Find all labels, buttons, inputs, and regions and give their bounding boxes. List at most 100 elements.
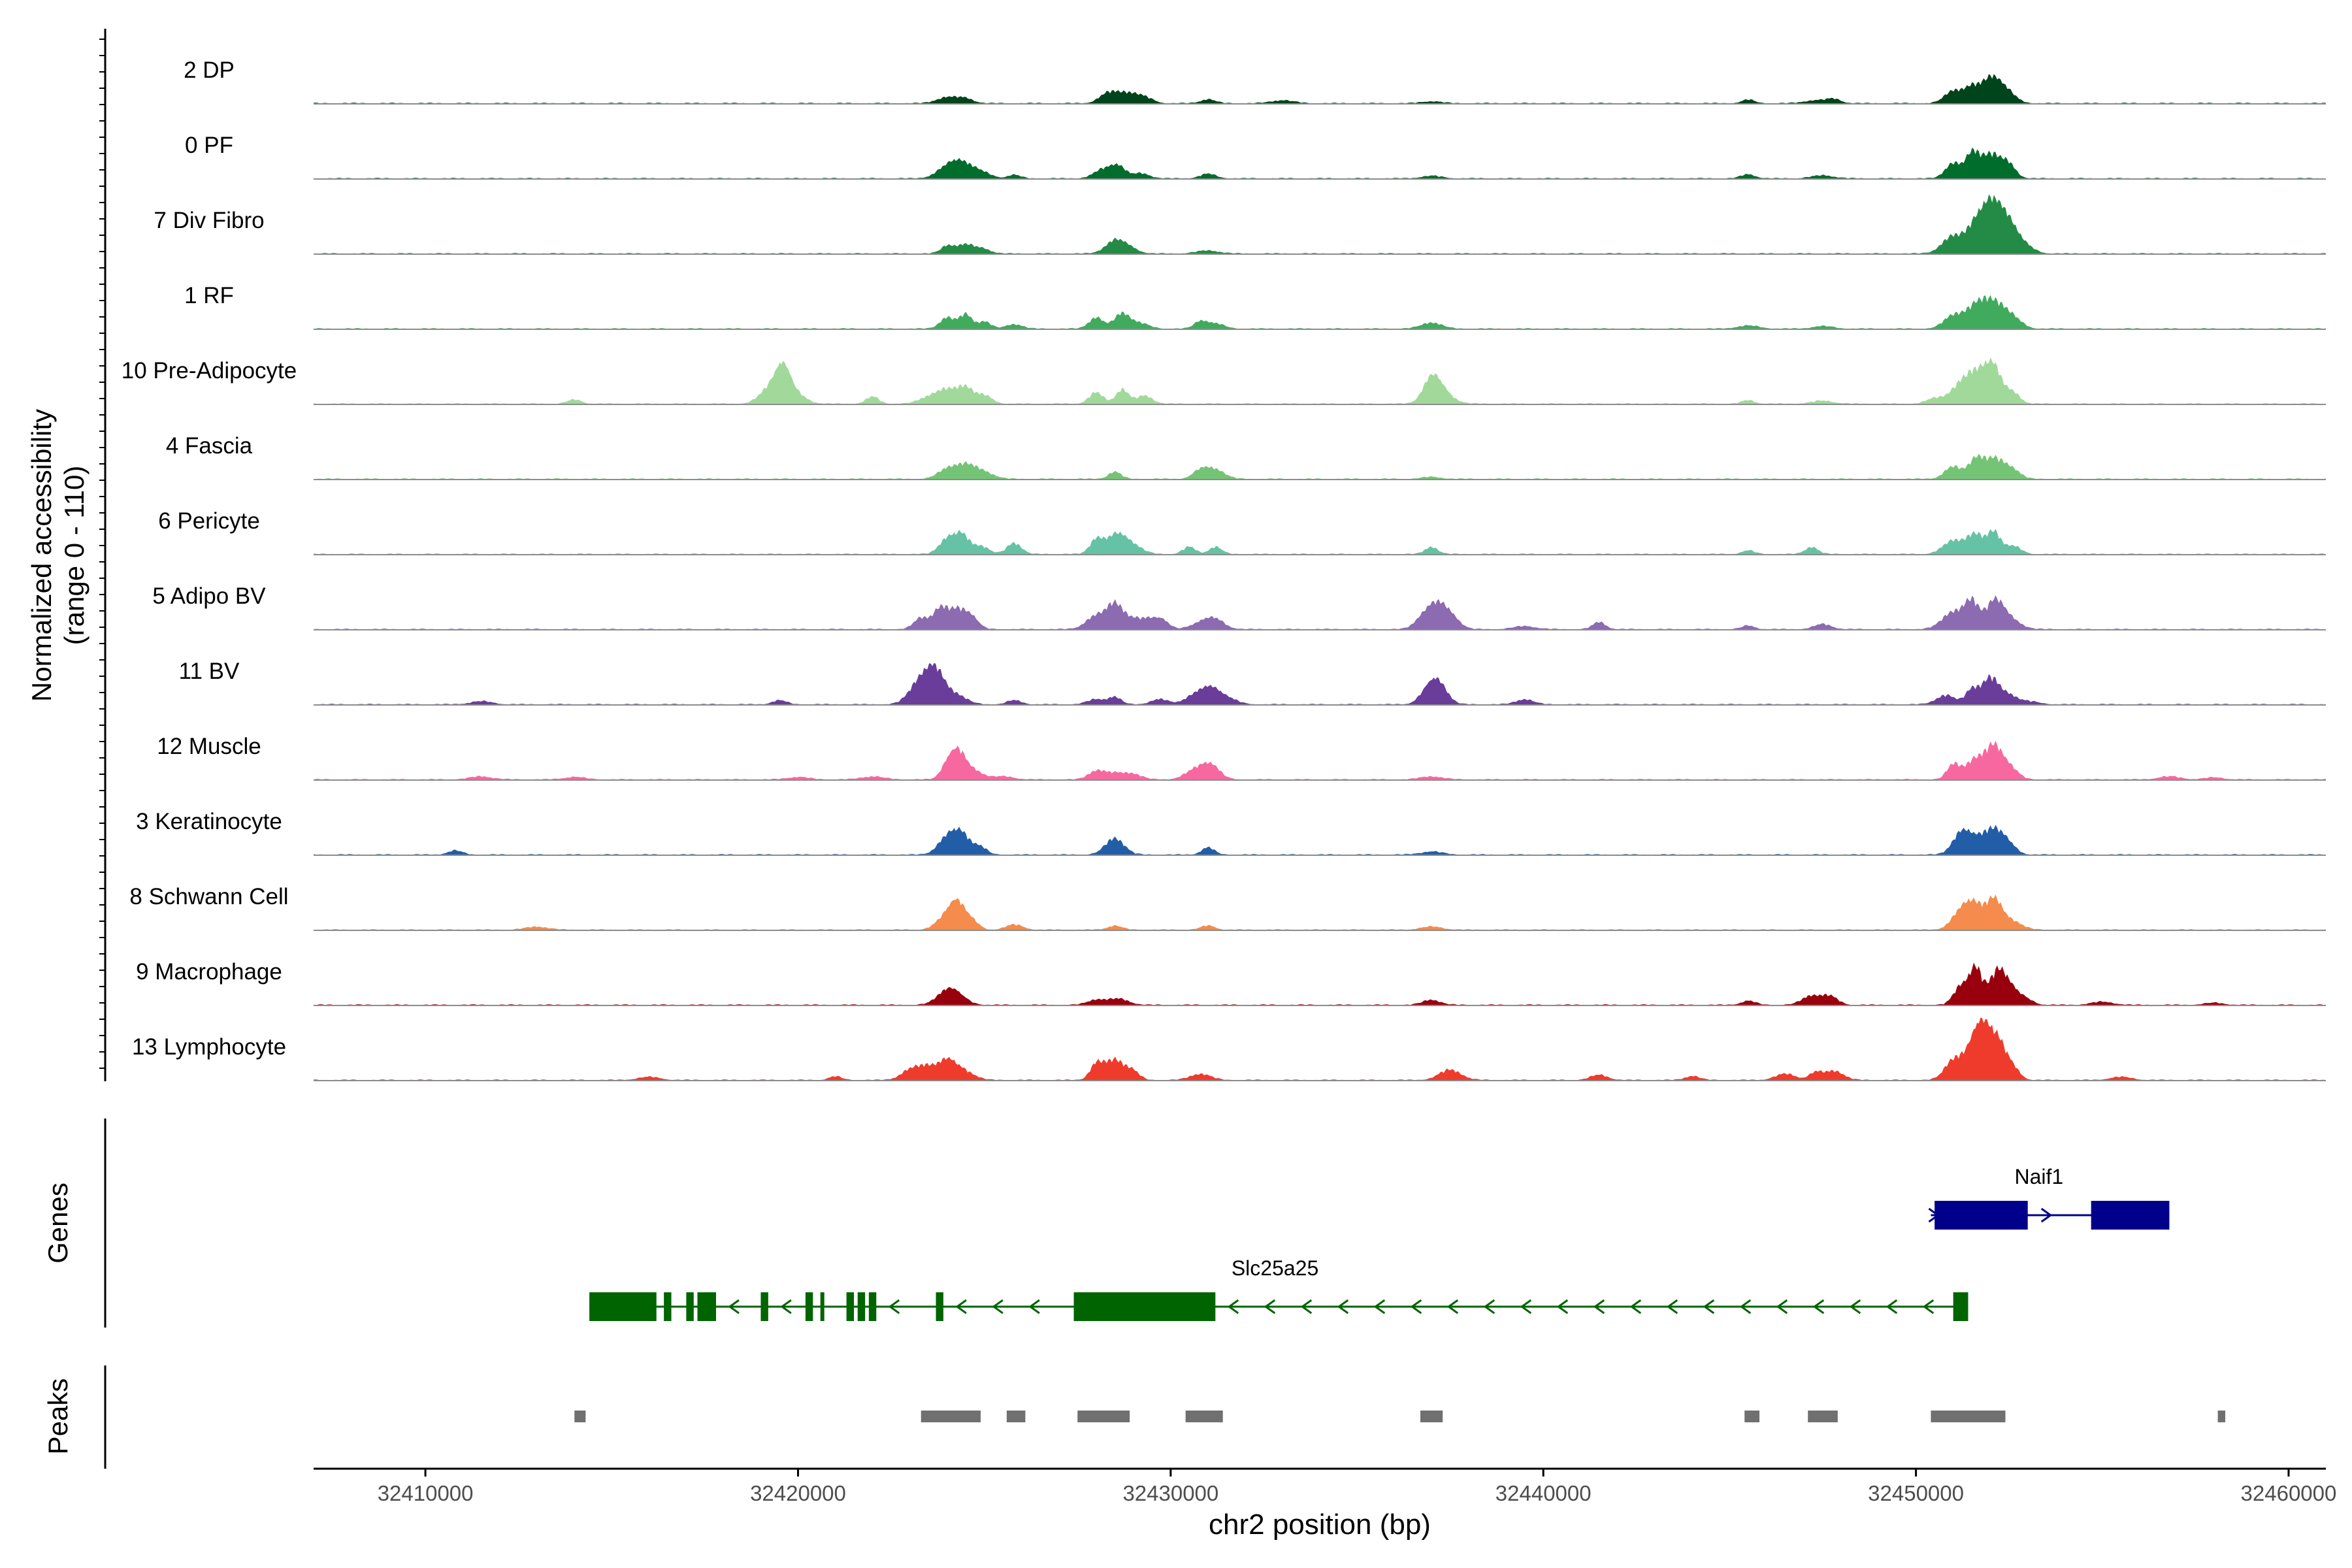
gene-label: Slc25a25: [1232, 1256, 1318, 1280]
gene-exon: [1935, 1201, 2028, 1230]
track-label: 5 Adipo BV: [152, 583, 266, 609]
track-label: 9 Macrophage: [136, 959, 282, 985]
gene-label: Naif1: [2014, 1165, 2063, 1188]
y-axis-label-line2: (range 0 - 110): [59, 466, 90, 645]
genes-group: Naif1 Slc25a25: [589, 1165, 2170, 1321]
track-label: 2 DP: [184, 57, 235, 83]
x-tick-label: 32430000: [1122, 1481, 1218, 1505]
track-label: 4 Fascia: [166, 433, 253, 459]
peak-region: [574, 1411, 586, 1422]
x-axis-label: chr2 position (bp): [1209, 1509, 1431, 1541]
gene-exon: [936, 1292, 943, 1321]
peak-region: [1420, 1411, 1443, 1422]
gene-exon: [664, 1292, 672, 1321]
track-label: 12 Muscle: [157, 734, 261, 759]
strand-arrow: [1264, 1299, 1276, 1315]
gene-exon: [868, 1292, 877, 1321]
gene-naif1: Naif1: [1928, 1165, 2170, 1230]
peak-region: [2217, 1411, 2225, 1422]
x-tick-label: 32460000: [2241, 1481, 2337, 1505]
track-8-schwann-cell: 8 Schwann Cell: [129, 884, 2326, 931]
strand-arrow: [2040, 1207, 2053, 1223]
track-4-fascia: 4 Fascia: [166, 433, 2326, 480]
track-10-pre-adipocyte: 10 Pre-Adipocyte: [122, 357, 2326, 405]
strand-arrow: [1886, 1299, 1898, 1315]
strand-arrow: [888, 1299, 900, 1315]
strand-arrow: [728, 1299, 740, 1315]
strand-arrow: [992, 1299, 1004, 1315]
gene-exon: [820, 1292, 825, 1321]
track-2-dp: 2 DP: [184, 57, 2326, 105]
track-label: 1 RF: [184, 283, 234, 308]
peak-region: [1185, 1411, 1223, 1422]
track-label: 8 Schwann Cell: [129, 884, 288, 909]
strand-arrow: [780, 1299, 792, 1315]
peak-region: [1744, 1411, 1760, 1422]
strand-arrow: [1922, 1299, 1935, 1315]
gene-exon: [2091, 1201, 2170, 1230]
gene-exon: [686, 1292, 694, 1321]
x-tick-label: 32410000: [378, 1481, 474, 1505]
gene-exon: [760, 1292, 768, 1321]
strand-arrow: [1028, 1299, 1040, 1315]
x-tick-label: 32440000: [1495, 1481, 1592, 1505]
peak-region: [1931, 1411, 2006, 1422]
track-label: 0 PF: [185, 133, 233, 158]
strand-arrow: [955, 1299, 967, 1315]
track-label: 10 Pre-Adipocyte: [122, 358, 297, 384]
gene-exon: [846, 1292, 855, 1321]
peaks-group: [574, 1411, 2225, 1422]
track-1-rf: 1 RF: [184, 283, 2326, 330]
peak-region: [1006, 1411, 1026, 1422]
strand-arrow: [1666, 1299, 1678, 1315]
strand-arrow: [1300, 1299, 1313, 1315]
strand-arrow: [1446, 1299, 1459, 1315]
strand-arrow: [1373, 1299, 1386, 1315]
tracks-group: 2 DP 0 PF 7 Div Fibro 1 RF 10 Pre-Adipocyte 4…: [122, 57, 2326, 1081]
strand-arrow: [1556, 1299, 1569, 1315]
track-5-adipo-bv: 5 Adipo BV: [152, 583, 2326, 630]
track-label: 7 Div Fibro: [154, 208, 264, 233]
gene-exon: [697, 1292, 716, 1321]
track-label: 6 Pericyte: [158, 508, 260, 534]
track-label: 3 Keratinocyte: [136, 809, 282, 834]
track-9-macrophage: 9 Macrophage: [136, 959, 2326, 1006]
strand-arrow: [1776, 1299, 1788, 1315]
gene-slc25a25: Slc25a25: [589, 1256, 1968, 1321]
y-minor-ticks: [99, 39, 105, 1069]
strand-arrow: [1483, 1299, 1495, 1315]
strand-arrow: [1337, 1299, 1349, 1315]
gene-exon: [1953, 1292, 1968, 1321]
genes-panel-label: Genes: [42, 1183, 73, 1264]
strand-arrow: [1520, 1299, 1532, 1315]
strand-arrow: [1849, 1299, 1861, 1315]
track-13-lymphocyte: 13 Lymphocyte: [132, 1018, 2326, 1081]
track-label: 11 BV: [179, 659, 240, 684]
track-12-muscle: 12 Muscle: [157, 734, 2326, 781]
track-7-div-fibro: 7 Div Fibro: [154, 194, 2326, 255]
track-11-bv: 11 BV: [179, 659, 2326, 706]
strand-arrow: [1410, 1299, 1422, 1315]
strand-arrow: [1629, 1299, 1642, 1315]
gene-exon: [589, 1292, 657, 1321]
peak-region: [1808, 1411, 1838, 1422]
strand-arrow: [1703, 1299, 1715, 1315]
gene-exon: [1073, 1292, 1216, 1321]
peak-region: [921, 1411, 981, 1422]
track-6-pericyte: 6 Pericyte: [158, 508, 2326, 555]
track-0-pf: 0 PF: [185, 133, 2326, 180]
gene-exon: [805, 1292, 813, 1321]
track-label: 13 Lymphocyte: [132, 1034, 286, 1060]
gene-exon: [857, 1292, 866, 1321]
y-axis-label-line1: Normalized accessibility: [26, 409, 57, 702]
strand-arrow: [1812, 1299, 1825, 1315]
strand-arrow: [1739, 1299, 1752, 1315]
x-tick-label: 32420000: [750, 1481, 846, 1505]
x-tick-label: 32450000: [1868, 1481, 1964, 1505]
strand-arrow: [1593, 1299, 1605, 1315]
track-3-keratinocyte: 3 Keratinocyte: [136, 809, 2326, 856]
peaks-panel-label: Peaks: [42, 1379, 73, 1455]
peak-region: [1077, 1411, 1130, 1422]
x-axis-group: 32410000 32420000 32430000 32440000 32450000…: [378, 1469, 2337, 1505]
